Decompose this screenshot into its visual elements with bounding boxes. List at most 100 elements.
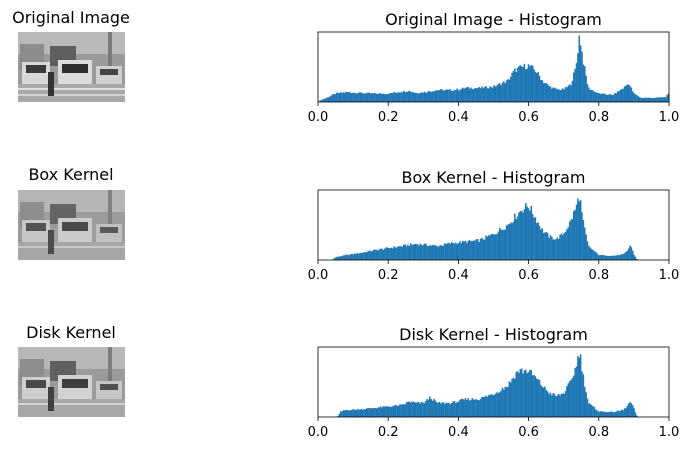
histogram-bar (515, 72, 517, 102)
histogram-bar (493, 395, 496, 417)
histogram-bar (577, 198, 579, 260)
x-tick-label: 1.0 (659, 268, 680, 283)
histogram-bar (464, 240, 467, 260)
histogram-bar (621, 254, 623, 260)
histogram-bar (474, 399, 476, 417)
histogram-bar (398, 246, 401, 260)
histogram-bar (374, 407, 376, 417)
histogram-bar (363, 409, 365, 417)
histogram-bar (461, 398, 464, 417)
histogram-bar (570, 85, 572, 102)
histogram-bar (490, 87, 493, 102)
histogram-bar (574, 367, 576, 417)
histogram-bar (637, 96, 639, 102)
histogram-bar (530, 370, 533, 417)
histogram-bar (504, 229, 506, 260)
histogram-bar (356, 409, 358, 417)
histogram-bar (509, 76, 512, 102)
histogram-bar (611, 255, 613, 260)
histogram-bar (485, 235, 487, 260)
histogram-bar (456, 402, 458, 417)
histogram-bar (583, 386, 586, 417)
histogram-bar (433, 244, 435, 260)
histogram-bar (593, 251, 596, 260)
histogram-bar (536, 378, 538, 417)
histogram-bar (460, 399, 463, 417)
histogram-bar (460, 243, 463, 260)
histogram-bar (570, 219, 572, 260)
histogram-bar (548, 237, 550, 260)
histogram-bar (597, 92, 600, 102)
histogram-bar (451, 242, 453, 260)
histogram-bar (573, 72, 575, 102)
histogram-bar (341, 256, 343, 260)
histogram-bar (659, 97, 661, 102)
histogram-bar (516, 67, 519, 102)
histogram-bar (452, 243, 454, 260)
histogram-bar (412, 244, 415, 260)
histogram-bar (537, 72, 539, 102)
histogram-bar (623, 86, 626, 102)
histogram-bar (590, 89, 593, 102)
histogram-bar (592, 249, 594, 260)
histogram-bar (511, 72, 513, 102)
histogram-bar (440, 89, 442, 102)
histogram-bar (501, 229, 504, 260)
histogram-bar (427, 246, 430, 260)
histogram-bar (481, 237, 483, 260)
histogram-bar (567, 383, 570, 417)
histogram-bar (385, 247, 387, 260)
histogram-bar (566, 229, 568, 260)
histogram-bar (352, 409, 354, 417)
histogram-bar (355, 409, 357, 417)
histogram-bar (552, 239, 554, 260)
histogram-bar (337, 92, 339, 102)
histogram-bar (482, 396, 485, 417)
histogram-bar (529, 369, 531, 417)
histogram-bar (492, 87, 494, 102)
histogram-bars (331, 198, 638, 260)
histogram-bar (448, 89, 450, 102)
histogram-bar (586, 84, 589, 102)
histogram-bar (594, 91, 597, 102)
histogram-bar (442, 245, 445, 260)
histogram-bar (475, 239, 478, 260)
histogram-bar (527, 64, 530, 102)
histogram-bar (372, 408, 375, 417)
histogram-bar (416, 244, 419, 260)
histogram-bar (477, 400, 479, 417)
histogram-bar (379, 248, 382, 260)
histogram-bar (652, 97, 655, 102)
histogram-bar (348, 410, 350, 417)
histogram-bar (605, 255, 608, 260)
histogram-bar (571, 219, 574, 260)
histogram-bar (511, 223, 513, 260)
histogram-bar (512, 70, 515, 102)
histogram-bar (541, 228, 544, 260)
histogram-bar (564, 231, 567, 260)
x-tick-label: 1.0 (659, 110, 680, 125)
histogram-bar (600, 254, 602, 260)
histogram-bar (416, 93, 419, 102)
histogram-bar (441, 402, 443, 417)
histogram-bar (352, 92, 354, 102)
histogram-bar (636, 415, 638, 417)
histogram-bar (651, 98, 653, 102)
histogram-bar (548, 86, 550, 102)
histogram-bar (530, 205, 533, 260)
image-title-disk: Disk Kernel (26, 323, 116, 342)
histogram-bar (445, 402, 448, 417)
histogram-bar (640, 97, 642, 102)
histogram-bar (405, 402, 408, 417)
histogram-bar (593, 91, 596, 102)
histogram-bar (334, 94, 336, 102)
histogram-bar (407, 401, 409, 417)
histogram-bar (498, 228, 501, 260)
histogram-bar (603, 411, 605, 417)
histogram-bar (514, 378, 516, 417)
histogram-bar (500, 85, 502, 102)
histogram-bar (464, 87, 467, 102)
histogram-bar (470, 87, 472, 102)
histogram-bar (614, 255, 616, 260)
histogram-bar (627, 84, 630, 102)
